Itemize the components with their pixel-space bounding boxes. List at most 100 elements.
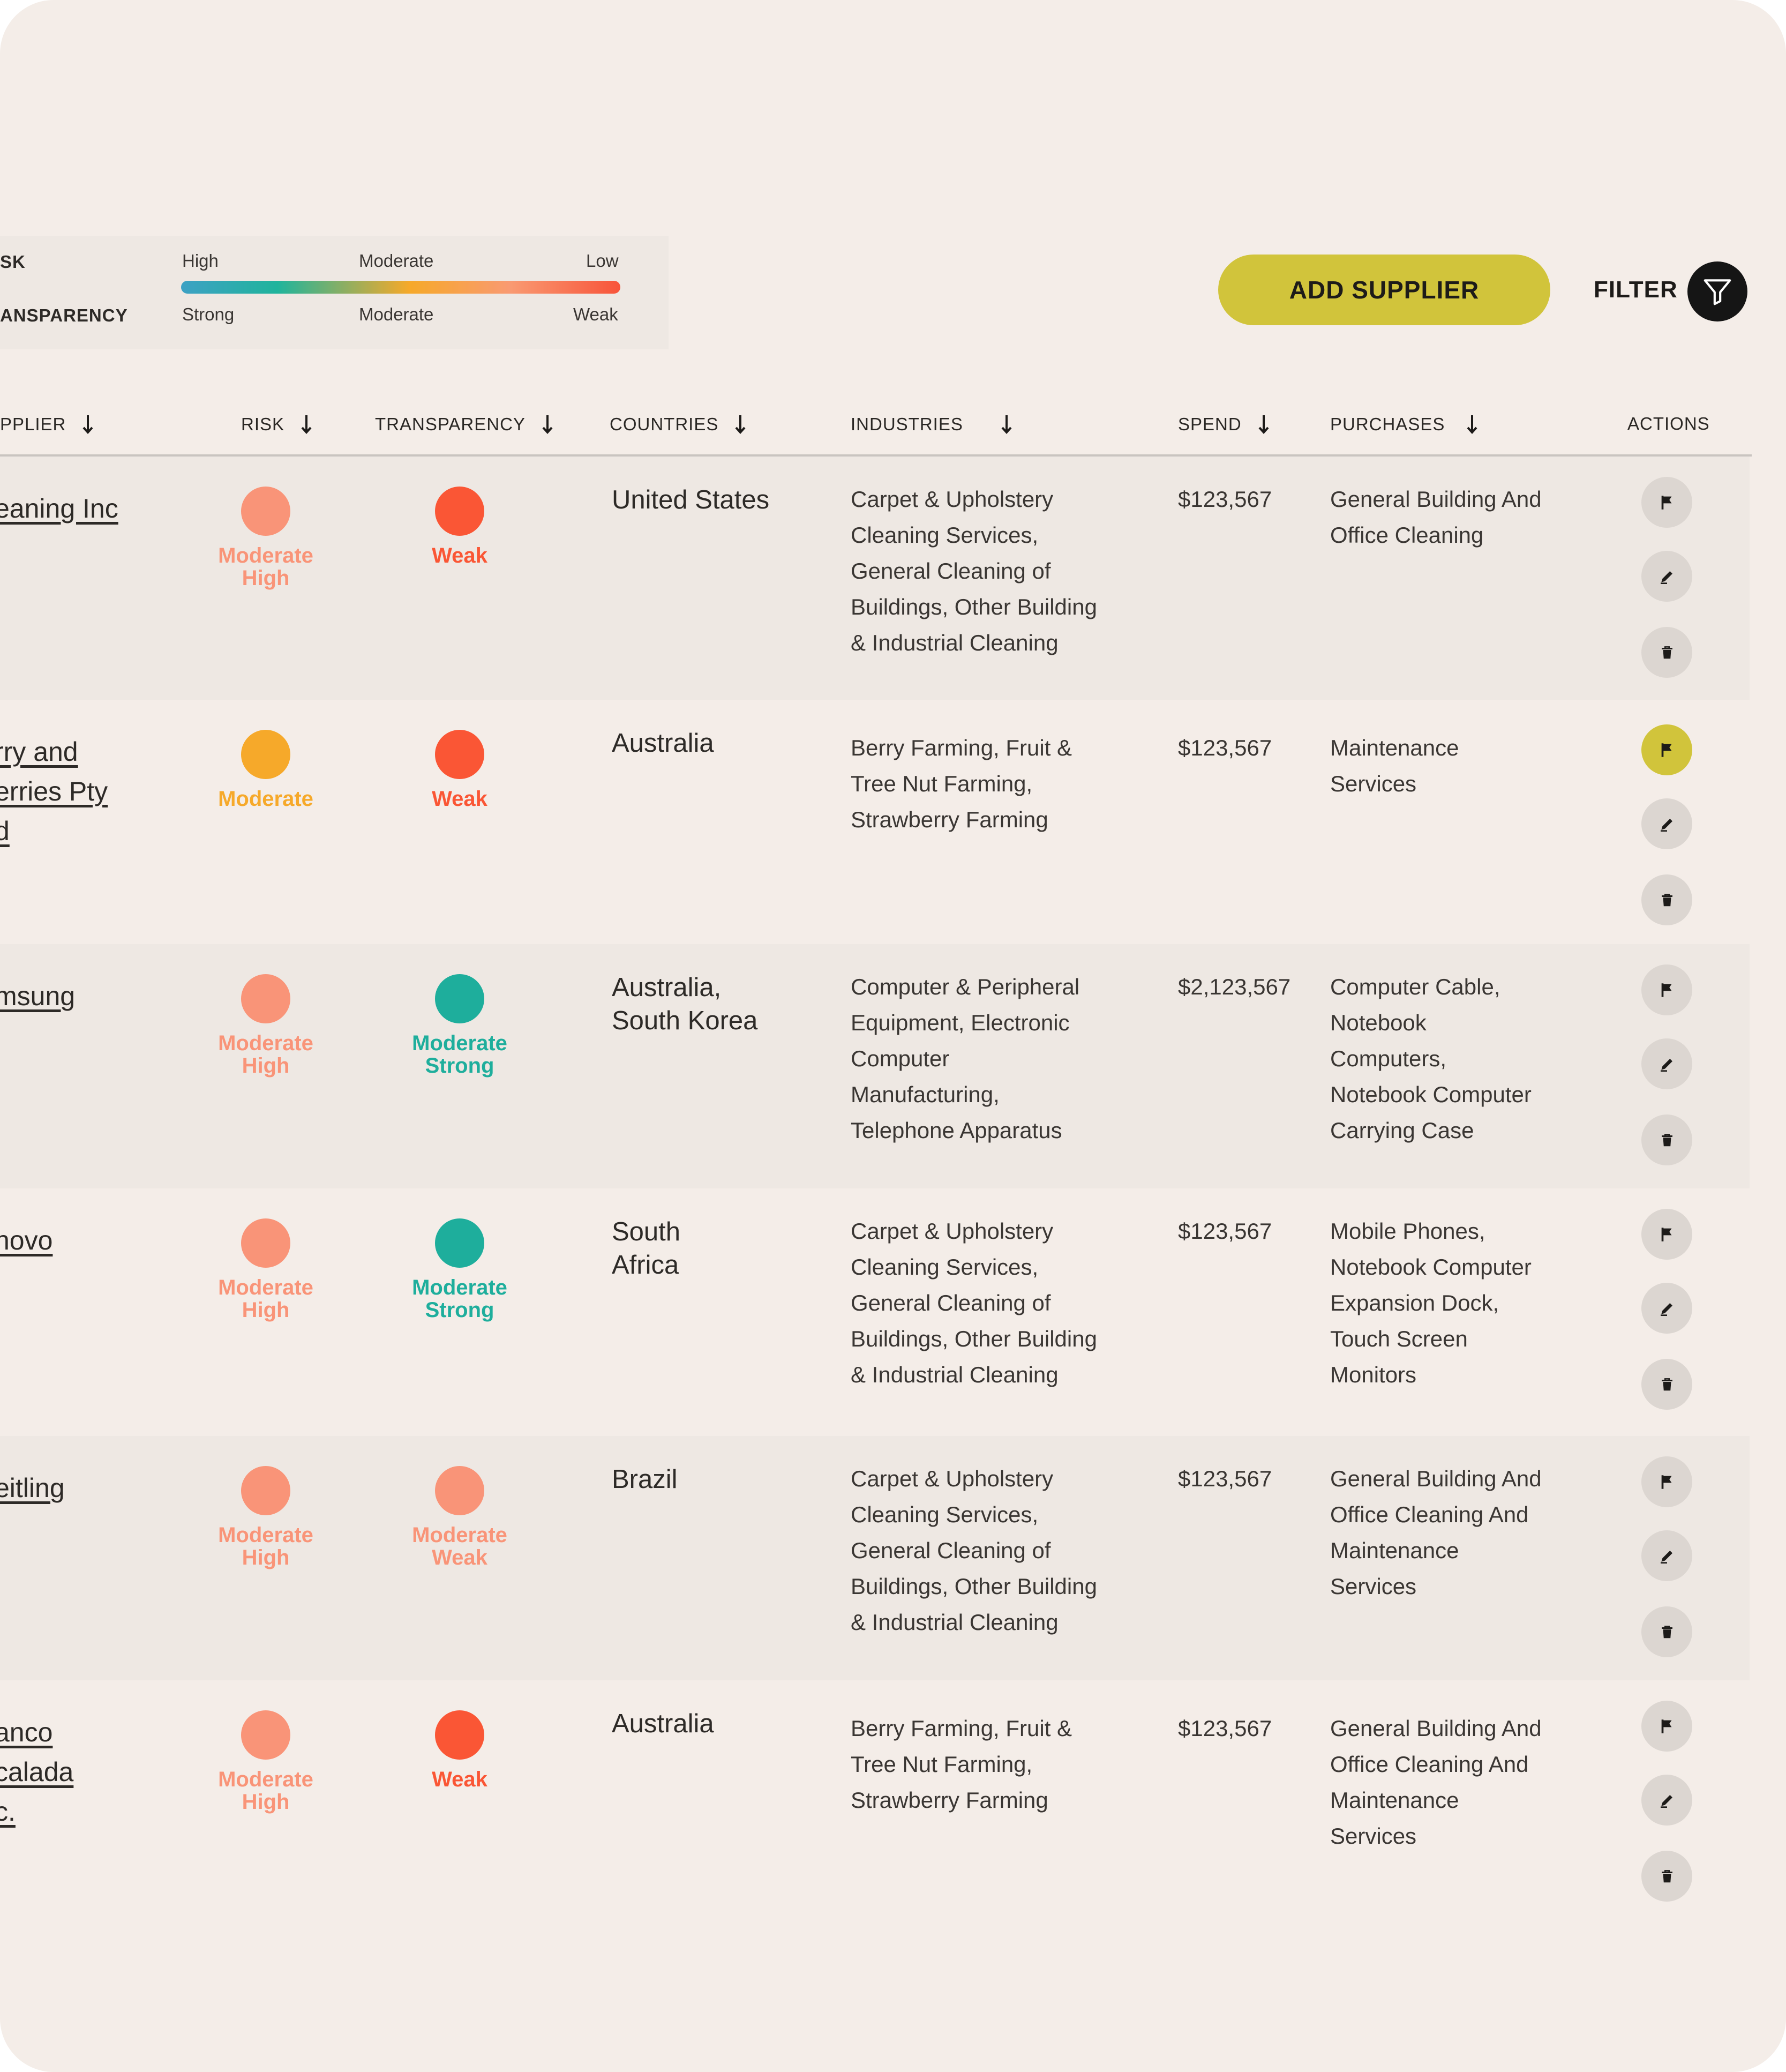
industries-cell: Carpet & Upholstery Cleaning Services, Gen… [851,1461,1140,1640]
table-row: novo Moderate High Moderate Strong South Afric… [0,1188,1750,1436]
industry-line: Strawberry Farming [851,807,1048,832]
edit-button[interactable] [1641,1530,1692,1581]
filter-button[interactable] [1687,261,1747,321]
transparency-level-label: Moderate Strong [390,1276,529,1321]
flag-button[interactable] [1641,477,1692,528]
edit-button[interactable] [1641,798,1692,849]
transparency-level-line: Weak [432,1546,487,1569]
purchases-cell: Maintenance Services [1330,730,1577,802]
sort-arrow-icon [1001,415,1012,435]
industry-line: Buildings, Other Building [851,594,1097,619]
trash-icon [1661,1869,1672,1882]
industry-line: General Cleaning of [851,1538,1051,1563]
column-header-countries[interactable]: COUNTRIES [610,414,746,435]
industry-line: Berry Farming, Fruit & [851,735,1072,760]
purchase-line: Mobile Phones, [1330,1218,1485,1244]
column-header-spend[interactable]: SPEND [1178,414,1270,435]
industry-line: & Industrial Cleaning [851,1610,1059,1635]
delete-button[interactable] [1641,874,1692,925]
table-row: msung Moderate High Moderate Strong Australia… [0,944,1750,1188]
country-line: Brazil [612,1465,678,1494]
pencil-icon [1660,571,1672,584]
edit-button[interactable] [1641,551,1692,602]
delete-button[interactable] [1641,1114,1692,1165]
purchase-line: Computers, [1330,1046,1447,1071]
supplier-name-link[interactable]: novo [0,1221,134,1260]
column-header-purchases[interactable]: PURCHASES [1330,414,1478,435]
purchase-line: Expansion Dock, [1330,1290,1499,1315]
spend-cell: $2,123,567 [1178,974,1291,999]
countries-cell: Australia [612,1707,815,1740]
country-line: Africa [612,1251,679,1280]
purchases-cell: General Building And Office Cleaning And M… [1330,1710,1577,1854]
countries-cell: Australia [612,727,815,760]
flag-button[interactable] [1641,964,1692,1015]
transparency-indicator: Moderate Strong [390,1218,529,1321]
risk-level-label: Moderate High [196,1032,335,1077]
transparency-level-line: Strong [425,1298,494,1322]
sort-arrow-icon [542,415,553,435]
flag-button[interactable] [1641,724,1692,775]
delete-button[interactable] [1641,1851,1692,1902]
supplier-name-link[interactable]: eitling [0,1468,134,1508]
flag-button[interactable] [1641,1456,1692,1507]
column-header-risk[interactable]: RISK [241,414,312,435]
flag-button[interactable] [1641,1209,1692,1260]
add-supplier-button[interactable]: ADD SUPPLIER [1218,255,1550,325]
industry-line: Computer & Peripheral [851,974,1080,999]
trash-icon [1661,646,1672,659]
supplier-name-line: anco [0,1717,53,1747]
transparency-level-line: Weak [432,1768,487,1791]
industry-line: Cleaning Services, [851,522,1039,548]
risk-level-label: Moderate High [196,1276,335,1321]
purchase-line: General Building And [1330,487,1542,512]
legend-risk-tick-high: High [182,251,219,271]
supplier-name-link[interactable]: eaning Inc [0,489,134,528]
countries-cell: Brazil [612,1463,815,1496]
supplier-name-link[interactable]: msung [0,976,134,1016]
countries-cell: Australia, South Korea [612,971,815,1037]
purchase-line: Monitors [1330,1362,1417,1387]
spend-cell: $123,567 [1178,1466,1272,1491]
purchases-cell: Mobile Phones, Notebook Computer Expansion… [1330,1213,1577,1393]
edit-button[interactable] [1641,1038,1692,1089]
funnel-icon [1704,279,1731,305]
column-header-supplier[interactable]: PPLIER [0,414,94,435]
industry-line: Strawberry Farming [851,1787,1048,1813]
risk-indicator: Moderate High [196,1466,335,1569]
column-header-industries-label: INDUSTRIES [851,414,963,434]
flag-button[interactable] [1641,1701,1692,1752]
column-header-industries[interactable]: INDUSTRIES [851,414,1012,435]
purchase-line: Services [1330,1574,1417,1599]
supplier-name-link[interactable]: rry and erries Pty d [0,732,134,851]
legend-gradient-bar [181,281,620,294]
trash-icon [1661,1625,1672,1638]
supplier-name-line: rry and [0,737,78,767]
column-header-risk-label: RISK [241,414,285,434]
filter-label[interactable]: FILTER [1594,276,1678,303]
transparency-dot [435,974,484,1023]
transparency-level-label: Moderate Strong [390,1032,529,1077]
edit-button[interactable] [1641,1775,1692,1826]
country-line: South [612,1217,681,1246]
delete-button[interactable] [1641,1359,1692,1410]
delete-button[interactable] [1641,1606,1692,1657]
flag-icon [1661,1719,1671,1733]
pencil-icon [1660,1794,1672,1808]
delete-button[interactable] [1641,627,1692,678]
supplier-name-line: novo [0,1225,53,1255]
edit-button[interactable] [1641,1283,1692,1334]
purchase-line: General Building And [1330,1466,1542,1491]
purchase-line: Maintenance [1330,1538,1459,1563]
supplier-name-link[interactable]: anco calada c. [0,1712,134,1831]
country-line: South Korea [612,1006,758,1035]
industry-line: General Cleaning of [851,558,1051,584]
transparency-dot [435,1466,484,1515]
transparency-level-label: Weak [390,788,529,810]
table-header: PPLIER RISK TRANSPARENCY COUNTRIES INDUS… [0,407,1752,457]
column-header-transparency[interactable]: TRANSPARENCY [375,414,553,435]
table-row: eaning Inc Moderate High Weak United States C… [0,457,1750,700]
purchase-line: General Building And [1330,1716,1542,1741]
transparency-indicator: Weak [390,1710,529,1791]
industry-line: Equipment, Electronic [851,1010,1070,1035]
